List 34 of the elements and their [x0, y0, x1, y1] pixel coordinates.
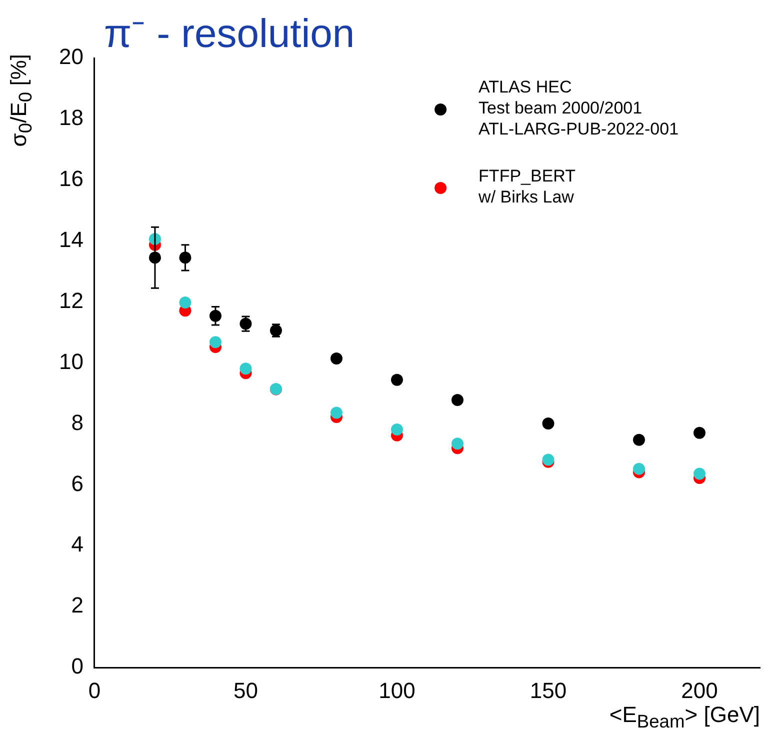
- point: [693, 468, 706, 480]
- y-tick-label: 20: [58, 44, 84, 70]
- x-tick-label: 100: [378, 678, 416, 703]
- point: [451, 394, 464, 406]
- x-tick-label: 200: [681, 678, 718, 703]
- point: [209, 336, 222, 348]
- y-tick-label: 6: [71, 470, 84, 496]
- y-tick-label: 0: [71, 654, 84, 679]
- x-tick-label: 0: [88, 678, 101, 703]
- point: [451, 438, 464, 450]
- y-tick-label: 2: [71, 592, 84, 618]
- x-tick-label: 150: [530, 678, 567, 703]
- y-tick-label: 8: [71, 410, 84, 435]
- legend-label: ATLAS HEC Test beam 2000/2001 ATL-LARG-PUB-2022-001: [478, 78, 679, 139]
- x-axis-title: <E$_{Beam}$> [GeV]: [609, 702, 760, 732]
- point: [330, 406, 342, 419]
- point: [330, 352, 342, 365]
- y-tick-label: 12: [58, 288, 84, 313]
- y-tick-label: 14: [58, 226, 84, 252]
- point: [240, 362, 252, 375]
- chart-title: π⁻ - resolution: [104, 11, 355, 58]
- y-tick-label: 4: [71, 532, 84, 557]
- point: [179, 296, 192, 308]
- legend-label: FTFP_BERT w/ Birks Law: [478, 166, 576, 207]
- point: [693, 426, 706, 439]
- point: [632, 462, 645, 475]
- y-tick-label: 10: [58, 348, 84, 374]
- point: [632, 434, 645, 446]
- point: [390, 424, 403, 436]
- point: [542, 417, 554, 430]
- x-tick-label: 50: [233, 678, 258, 703]
- y-tick-label: 16: [58, 166, 84, 191]
- y-tick-label: 18: [58, 105, 84, 130]
- point: [390, 374, 403, 386]
